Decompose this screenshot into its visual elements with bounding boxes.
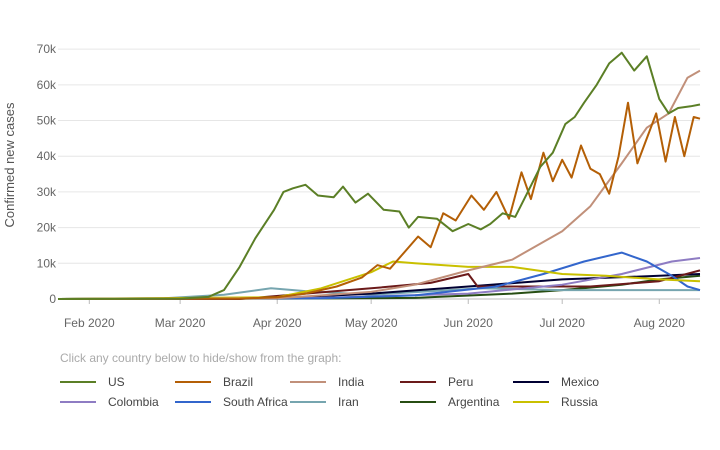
x-tick-label: Jun 2020 — [444, 316, 494, 330]
legend-swatch — [60, 401, 96, 403]
y-tick-label: 30k — [37, 185, 57, 199]
legend-label: South Africa — [223, 395, 288, 409]
legend-label: Argentina — [448, 395, 500, 409]
legend-swatch — [60, 381, 96, 383]
x-tick-label: Apr 2020 — [253, 316, 302, 330]
y-axis-ticks: 0 10k 20k 30k 40k 50k 60k 70k — [37, 42, 57, 306]
legend-item-south-africa[interactable]: South Africa — [175, 394, 288, 410]
x-tick-label: Feb 2020 — [64, 316, 115, 330]
series-line-russia[interactable] — [57, 260, 701, 300]
series-line-india[interactable] — [57, 69, 701, 300]
legend-swatch — [400, 401, 436, 403]
legend-item-brazil[interactable]: Brazil — [175, 374, 253, 390]
series-line-us[interactable] — [57, 51, 701, 300]
x-tick-label: Mar 2020 — [155, 316, 206, 330]
y-tick-label: 40k — [37, 149, 57, 163]
x-tick-label: Jul 2020 — [540, 316, 586, 330]
series-line-brazil[interactable] — [57, 101, 701, 300]
legend-swatch — [290, 401, 326, 403]
gridlines — [58, 48, 700, 300]
y-tick-label: 20k — [37, 221, 57, 235]
y-tick-label: 60k — [37, 78, 57, 92]
legend-label: Iran — [338, 395, 359, 409]
y-tick-label: 10k — [37, 256, 57, 270]
y-axis-label: Confirmed new cases — [2, 102, 17, 227]
y-tick-label: 50k — [37, 114, 57, 128]
legend-swatch — [400, 381, 436, 383]
series-lines — [57, 51, 701, 300]
legend-swatch — [175, 381, 211, 383]
legend-label: Colombia — [108, 395, 159, 409]
legend-swatch — [513, 401, 549, 403]
y-tick-label: 70k — [37, 42, 57, 56]
cases-line-chart: 0 10k 20k 30k 40k 50k 60k 70k Feb 2020 Mar 2020 A… — [2, 42, 701, 330]
legend-item-mexico[interactable]: Mexico — [513, 374, 599, 390]
x-tick-label: May 2020 — [345, 316, 398, 330]
x-tick-label: Aug 2020 — [634, 316, 686, 330]
legend-label: Brazil — [223, 375, 254, 389]
legend-swatch — [513, 381, 549, 383]
legend-label: India — [338, 375, 365, 389]
legend-item-peru[interactable]: Peru — [400, 374, 473, 390]
legend-item-iran[interactable]: Iran — [290, 394, 359, 410]
legend-label: Peru — [448, 375, 474, 389]
legend-item-argentina[interactable]: Argentina — [400, 394, 499, 410]
legend-item-colombia[interactable]: Colombia — [60, 394, 159, 410]
legend-label: Mexico — [561, 375, 600, 389]
y-tick-label: 0 — [49, 292, 56, 306]
legend-item-us[interactable]: US — [60, 374, 125, 390]
legend-label: Russia — [561, 395, 598, 409]
legend-hint: Click any country below to hide/show fro… — [60, 351, 342, 365]
legend-swatch — [290, 381, 326, 383]
legend-swatch — [175, 401, 211, 403]
legend-label: US — [108, 375, 125, 389]
legend-item-russia[interactable]: Russia — [513, 394, 598, 410]
x-axis-ticks: Feb 2020 Mar 2020 Apr 2020 May 2020 Jun 2020… — [64, 299, 685, 330]
legend-item-india[interactable]: India — [290, 374, 364, 390]
